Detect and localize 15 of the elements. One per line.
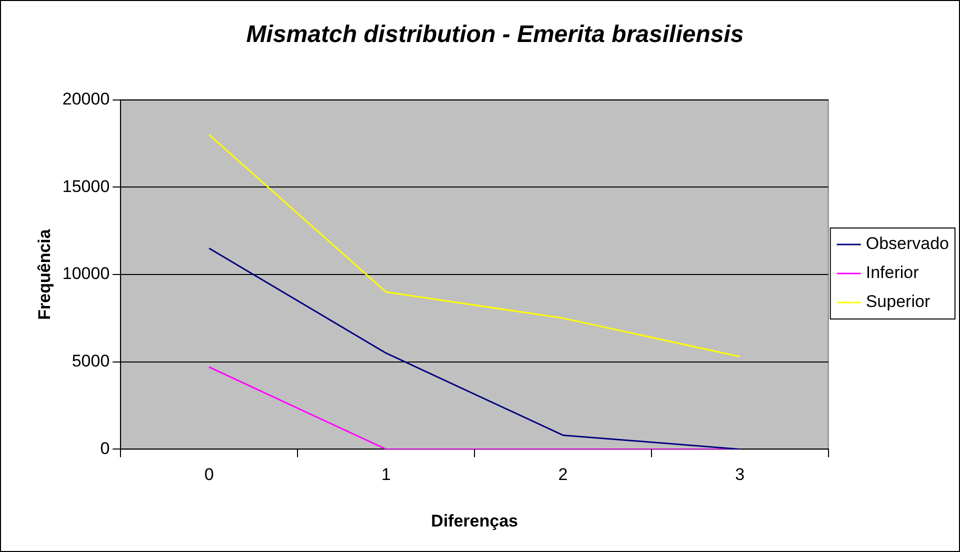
x-tick-label: 0 bbox=[204, 465, 214, 484]
y-tick-label: 20000 bbox=[62, 89, 110, 108]
legend-label: Inferior bbox=[866, 263, 920, 282]
y-tick-label: 0 bbox=[100, 438, 110, 458]
y-tick-label: 10000 bbox=[62, 264, 110, 284]
x-tick-label: 3 bbox=[735, 465, 745, 484]
chart-title: Mismatch distribution - Emerita brasiliensis bbox=[246, 21, 744, 48]
x-tick-label: 1 bbox=[381, 465, 391, 484]
legend-label: Superior bbox=[866, 292, 930, 312]
y-tick-label: 15000 bbox=[62, 176, 110, 196]
x-tick-label: 2 bbox=[558, 465, 568, 484]
legend-label: Observado bbox=[866, 234, 950, 254]
x-axis-title: Diferenças bbox=[431, 511, 518, 530]
y-axis-title: Frequência bbox=[34, 228, 54, 320]
y-tick-label: 5000 bbox=[72, 352, 110, 371]
